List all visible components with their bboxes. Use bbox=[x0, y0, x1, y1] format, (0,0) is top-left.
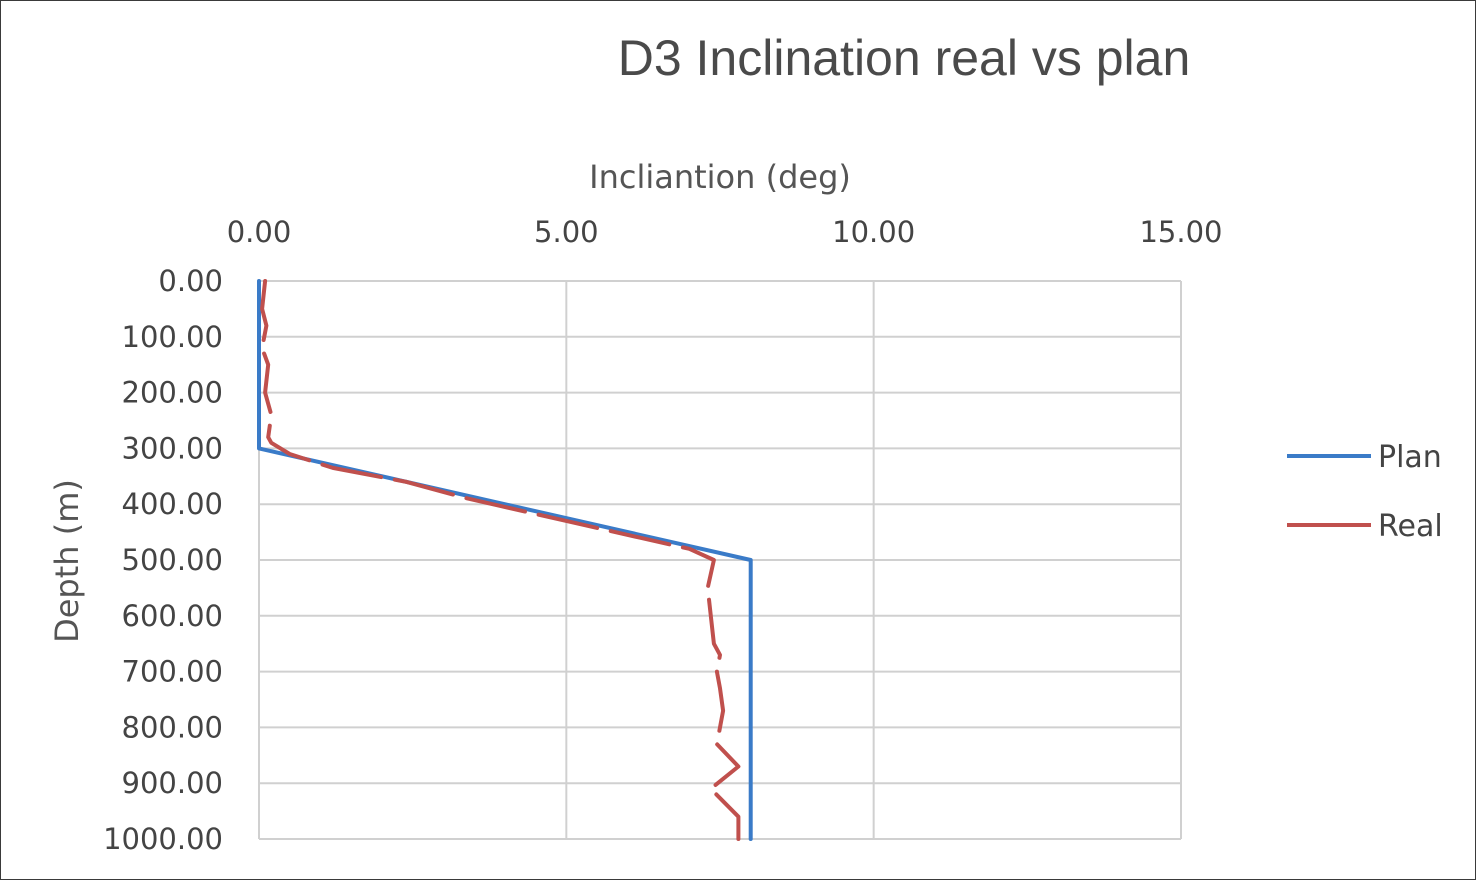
series-lines bbox=[257, 279, 753, 841]
y-tick-label: 400.00 bbox=[122, 487, 223, 521]
x-axis-ticks: 0.00 5.00 10.00 15.00 bbox=[227, 215, 1223, 249]
y-tick-label: 900.00 bbox=[122, 766, 223, 800]
x-tick-label: 0.00 bbox=[227, 215, 292, 249]
y-axis-title: Depth (m) bbox=[48, 479, 86, 643]
series-line-real bbox=[260, 279, 741, 841]
grid-lines bbox=[258, 280, 1182, 840]
y-tick-label: 300.00 bbox=[122, 431, 223, 465]
x-tick-label: 10.00 bbox=[832, 215, 915, 249]
legend: Plan Real bbox=[1287, 440, 1443, 544]
legend-label-real: Real bbox=[1378, 509, 1443, 544]
y-tick-label: 600.00 bbox=[122, 599, 223, 633]
chart-title: D3 Inclination real vs plan bbox=[618, 30, 1191, 86]
x-tick-label: 5.00 bbox=[534, 215, 599, 249]
y-tick-label: 1000.00 bbox=[103, 822, 223, 856]
y-tick-label: 500.00 bbox=[122, 543, 223, 577]
y-tick-label: 0.00 bbox=[158, 264, 223, 298]
legend-label-plan: Plan bbox=[1378, 440, 1442, 475]
series-line-plan bbox=[257, 279, 753, 841]
x-axis-title: Incliantion (deg) bbox=[589, 158, 851, 196]
y-tick-label: 700.00 bbox=[122, 655, 223, 689]
y-tick-label: 800.00 bbox=[122, 710, 223, 744]
x-tick-label: 15.00 bbox=[1139, 215, 1222, 249]
y-tick-label: 100.00 bbox=[122, 320, 223, 354]
y-tick-label: 200.00 bbox=[122, 376, 223, 410]
y-axis-ticks: 0.00 100.00 200.00 300.00 400.00 500.00 600.00… bbox=[103, 264, 223, 856]
